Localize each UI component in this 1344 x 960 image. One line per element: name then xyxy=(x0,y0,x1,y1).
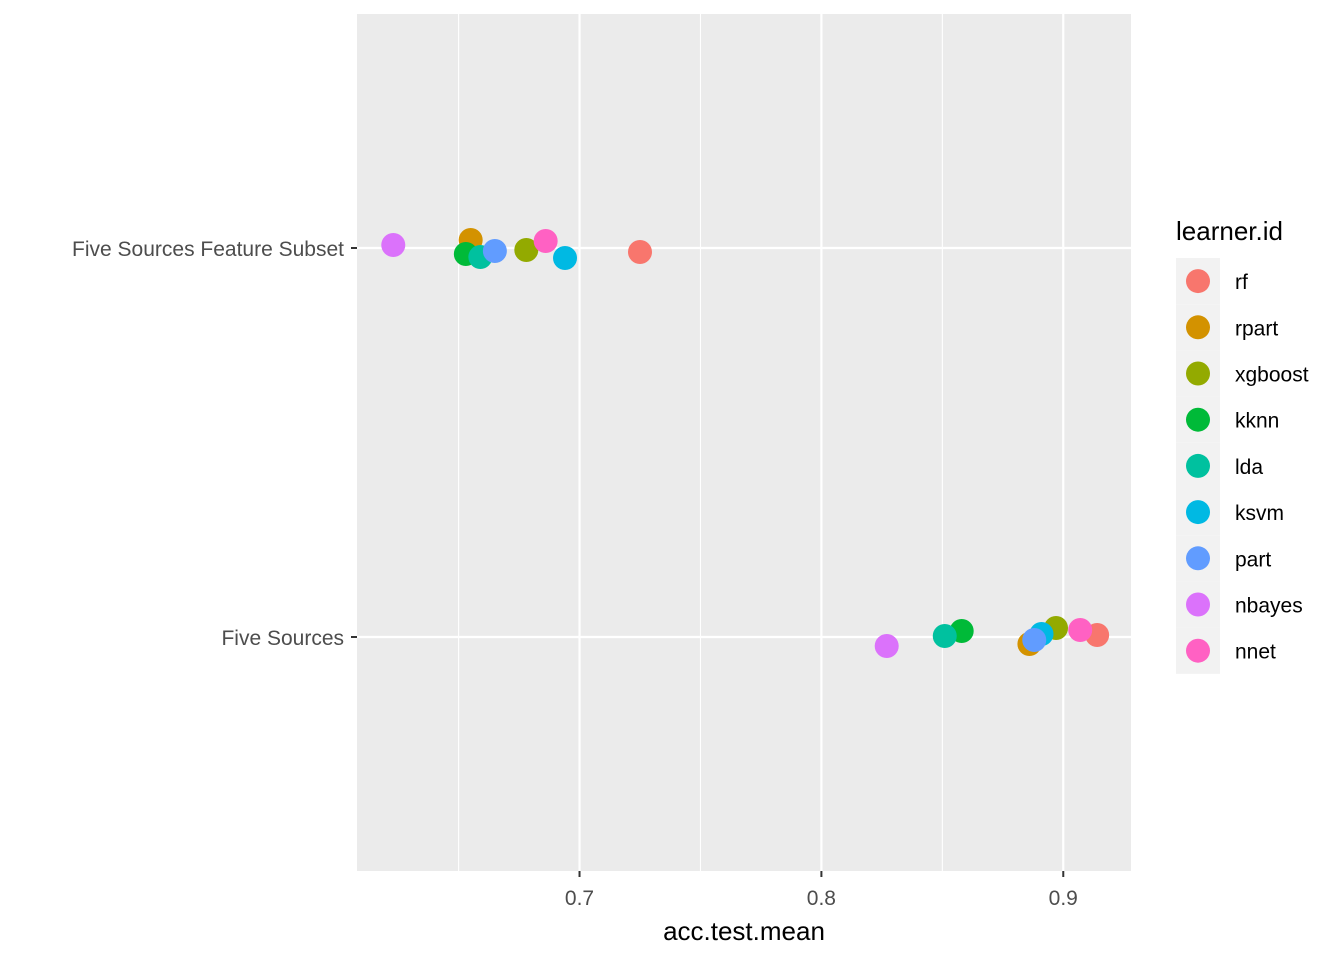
data-point-rf xyxy=(627,240,652,264)
axes: 0.7 0.8 0.9 Five Sources Feature Subset Five… xyxy=(72,238,1078,910)
legend-marker-xgboost xyxy=(1186,361,1210,386)
legend-marker-rpart xyxy=(1186,315,1210,340)
data-point-nbayes xyxy=(381,233,406,257)
x-tick-label: 0.7 xyxy=(565,887,594,910)
x-tick-label: 0.9 xyxy=(1049,887,1078,910)
legend-label-lda: lda xyxy=(1235,456,1263,479)
data-point-xgboost xyxy=(514,238,539,262)
data-point-ksvm xyxy=(553,246,578,270)
legend-marker-nnet xyxy=(1186,638,1210,663)
data-point-lda xyxy=(932,624,957,648)
data-point-nnet xyxy=(1068,618,1093,642)
legend-marker-part xyxy=(1186,546,1210,571)
data-point-nbayes xyxy=(874,634,899,658)
legend: learner.id rf rpart xgboost kknn lda ksvm part… xyxy=(1176,216,1309,674)
legend-label-ksvm: ksvm xyxy=(1235,502,1284,525)
y-tick-label: Five Sources xyxy=(221,627,344,650)
data-points xyxy=(381,228,1110,658)
x-tick-label: 0.8 xyxy=(807,887,836,910)
legend-label-part: part xyxy=(1235,548,1271,571)
legend-label-nnet: nnet xyxy=(1235,641,1276,664)
legend-title: learner.id xyxy=(1176,216,1283,246)
data-point-part xyxy=(482,239,507,263)
legend-label-nbayes: nbayes xyxy=(1235,595,1303,618)
legend-label-kknn: kknn xyxy=(1235,410,1279,433)
x-axis-title: acc.test.mean xyxy=(663,916,825,946)
legend-label-xgboost: xgboost xyxy=(1235,364,1309,387)
plot-panel xyxy=(357,14,1131,871)
legend-marker-nbayes xyxy=(1186,592,1210,617)
data-point-part xyxy=(1022,628,1047,652)
legend-marker-lda xyxy=(1186,453,1210,478)
y-tick-label: Five Sources Feature Subset xyxy=(72,238,344,261)
legend-label-rpart: rpart xyxy=(1235,317,1278,340)
data-point-nnet xyxy=(533,229,558,253)
legend-marker-rf xyxy=(1186,269,1210,294)
legend-label-rf: rf xyxy=(1235,271,1248,294)
legend-marker-ksvm xyxy=(1186,500,1210,525)
legend-marker-kknn xyxy=(1186,407,1210,432)
